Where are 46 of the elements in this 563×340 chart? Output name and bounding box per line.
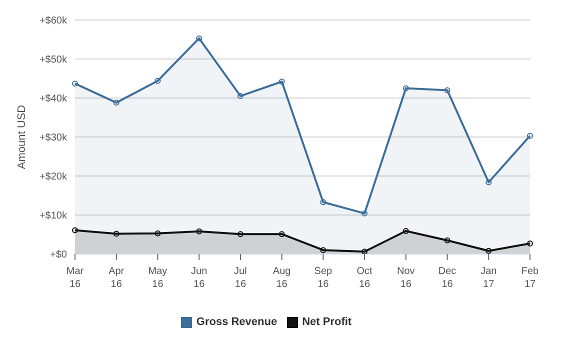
y-tick-label: +$60k	[39, 16, 68, 27]
point	[486, 248, 492, 254]
point	[362, 210, 368, 216]
x-tick-label: Mar 16	[66, 266, 84, 290]
point	[527, 240, 533, 246]
x-tick-label: Jun 16	[191, 266, 208, 290]
point	[320, 247, 326, 254]
x-tick-label: Dec 16	[438, 266, 456, 290]
point	[527, 132, 533, 139]
point	[402, 228, 409, 234]
y-tick-label: +$30k	[39, 132, 68, 144]
y-tick-label: +$20k	[39, 172, 68, 183]
point	[196, 35, 202, 42]
x-tick-label: Nov 16	[397, 266, 415, 290]
point	[72, 80, 78, 87]
legend-label: Gross Revenue	[196, 316, 278, 328]
x-tick-label: May 16	[148, 266, 168, 290]
point	[113, 100, 120, 106]
point	[237, 231, 244, 238]
legend-label: Net Profit	[302, 316, 352, 328]
y-axis-title: Amount USD	[16, 104, 28, 170]
point	[237, 93, 244, 100]
point	[154, 78, 161, 84]
y-tick-label: +$10k	[39, 210, 68, 222]
x-tick-label: Jan 17	[480, 266, 497, 290]
x-tick-label: Sep 16	[314, 266, 333, 290]
point	[113, 230, 120, 237]
x-tick-label: Aug 16	[272, 266, 291, 290]
point	[444, 87, 450, 94]
y-tick-label: +$40k	[39, 94, 68, 105]
point	[320, 199, 326, 206]
point	[486, 179, 492, 186]
point	[278, 231, 285, 238]
x-tick-label: Feb 17	[521, 266, 540, 290]
x-tick-label: Oct 16	[356, 266, 373, 290]
point	[362, 248, 368, 254]
x-tick-label: Jul 16	[234, 266, 247, 290]
x-tick-label: Apr 16	[108, 266, 125, 290]
point	[72, 227, 78, 234]
point	[196, 228, 202, 234]
point	[402, 85, 409, 92]
point	[278, 78, 285, 85]
point	[154, 230, 161, 236]
y-tick-label: +$0	[50, 250, 68, 261]
y-tick-label: +$50k	[39, 54, 68, 66]
point	[444, 237, 450, 244]
